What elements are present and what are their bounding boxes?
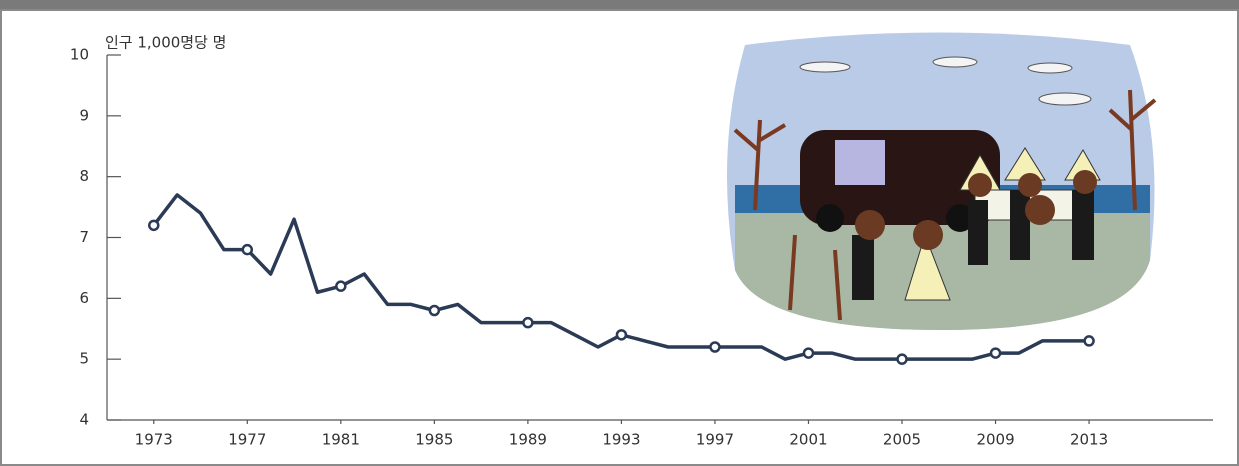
data-point bbox=[709, 341, 721, 353]
data-point bbox=[1083, 335, 1095, 347]
x-tick-label: 1977 bbox=[228, 431, 266, 449]
x-tick-label: 1981 bbox=[322, 431, 360, 449]
y-tick-label: 8 bbox=[79, 167, 89, 185]
x-tick-label: 2009 bbox=[976, 431, 1014, 449]
x-tick-label: 1985 bbox=[415, 431, 453, 449]
x-tick-label: 1989 bbox=[509, 431, 547, 449]
data-point bbox=[802, 347, 815, 359]
x-tick-label: 2013 bbox=[1070, 431, 1108, 449]
y-axis-label: 인구 1,000명당 명 bbox=[105, 34, 226, 52]
frame bbox=[0, 9, 1239, 466]
data-point bbox=[148, 219, 160, 232]
x-tick-label: 2005 bbox=[883, 431, 921, 449]
data-point bbox=[989, 347, 1002, 359]
data-point bbox=[335, 280, 347, 292]
x-tick-label: 1997 bbox=[696, 431, 734, 449]
x-tick-label: 2001 bbox=[789, 431, 827, 449]
x-tick-label: 1973 bbox=[135, 431, 173, 449]
x-tick-label: 1993 bbox=[602, 431, 640, 449]
data-point bbox=[241, 243, 254, 256]
data-point bbox=[615, 329, 628, 341]
data-point bbox=[428, 304, 441, 317]
y-tick-label: 4 bbox=[79, 411, 89, 429]
data-point bbox=[896, 353, 908, 365]
top-bar bbox=[0, 0, 1239, 10]
y-tick-label: 10 bbox=[70, 46, 89, 64]
y-tick-label: 7 bbox=[79, 228, 89, 246]
y-tick-label: 9 bbox=[79, 106, 89, 124]
illustration bbox=[727, 32, 1157, 330]
data-point bbox=[522, 316, 534, 329]
y-tick-label: 5 bbox=[79, 350, 89, 368]
y-tick-label: 6 bbox=[79, 289, 89, 307]
